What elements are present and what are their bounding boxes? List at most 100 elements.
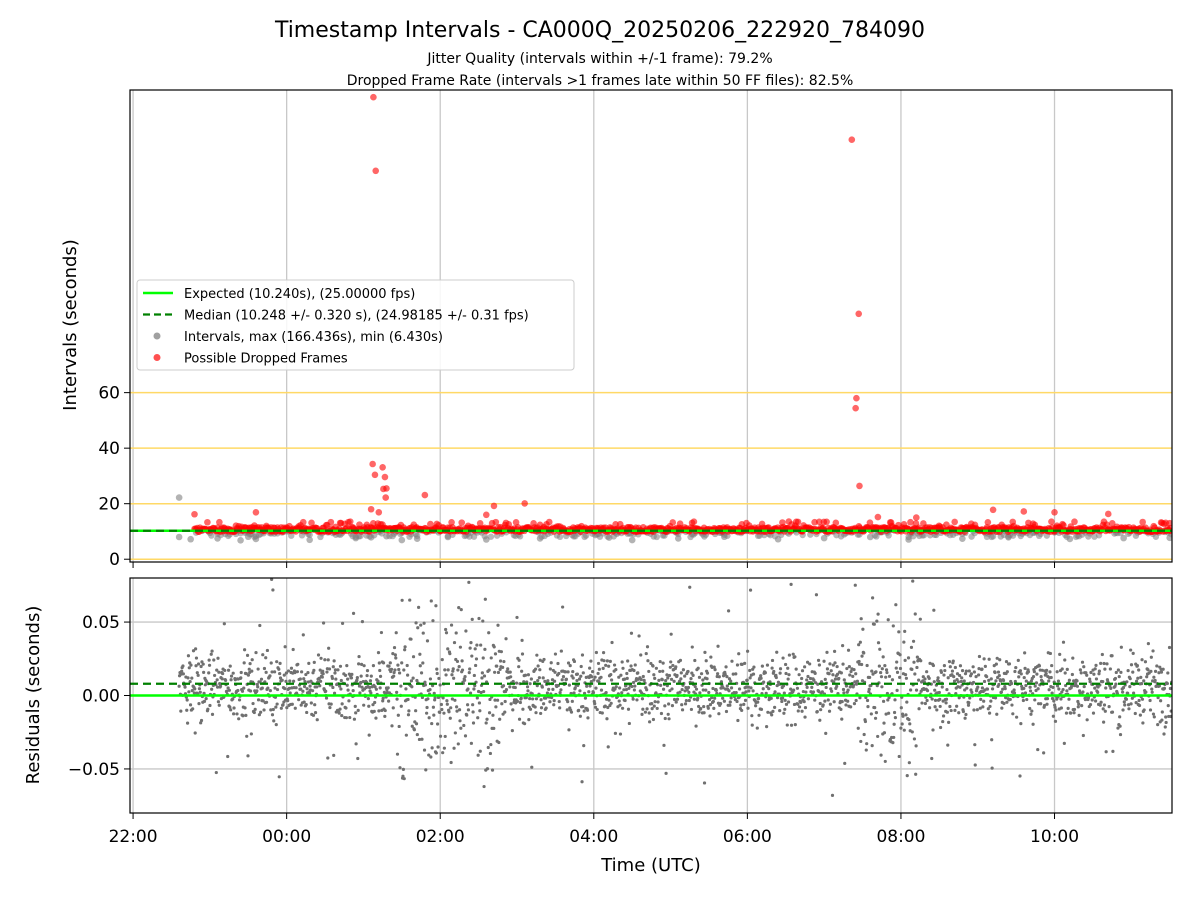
data-point xyxy=(241,714,244,717)
data-point xyxy=(1127,707,1130,710)
data-point xyxy=(521,708,524,711)
data-point xyxy=(330,703,333,706)
data-point xyxy=(1145,675,1148,678)
data-point xyxy=(592,678,595,681)
data-point xyxy=(535,697,538,700)
data-point xyxy=(1047,679,1050,682)
data-point xyxy=(197,702,200,705)
data-point xyxy=(248,662,251,665)
data-point xyxy=(202,663,205,666)
data-point xyxy=(426,697,429,700)
data-point xyxy=(314,711,317,714)
data-point xyxy=(1014,666,1017,669)
data-point xyxy=(737,652,740,655)
data-point xyxy=(553,680,556,683)
data-point xyxy=(911,579,914,582)
data-point xyxy=(193,687,196,690)
data-point xyxy=(1130,663,1133,666)
data-point xyxy=(1165,721,1168,724)
data-point xyxy=(425,706,428,709)
data-point xyxy=(702,705,705,708)
data-point xyxy=(1131,671,1134,674)
data-point xyxy=(589,659,592,662)
data-point xyxy=(705,677,708,680)
data-point xyxy=(1095,677,1098,680)
data-point xyxy=(1129,648,1132,651)
data-point xyxy=(669,666,672,669)
data-point xyxy=(803,700,806,703)
data-point xyxy=(370,94,377,101)
data-point xyxy=(514,686,517,689)
data-point xyxy=(859,641,862,644)
data-point xyxy=(1119,671,1122,674)
data-point xyxy=(238,698,241,701)
data-point xyxy=(248,668,251,671)
data-point xyxy=(556,662,559,665)
data-point xyxy=(189,664,192,667)
data-point xyxy=(698,691,701,694)
data-point xyxy=(825,686,828,689)
data-point xyxy=(892,736,895,739)
data-point xyxy=(1080,704,1083,707)
data-point xyxy=(1028,707,1031,710)
data-point xyxy=(347,699,350,702)
data-point xyxy=(1108,705,1111,708)
data-point xyxy=(223,622,226,625)
data-point xyxy=(653,704,656,707)
data-point xyxy=(605,691,608,694)
data-point xyxy=(232,706,235,709)
data-point xyxy=(697,667,700,670)
data-point xyxy=(1029,689,1032,692)
data-point xyxy=(675,700,678,703)
data-point xyxy=(439,735,442,738)
data-point xyxy=(477,617,480,620)
data-point xyxy=(983,657,986,660)
data-point xyxy=(504,637,507,640)
data-point xyxy=(1023,667,1026,670)
data-point xyxy=(915,689,918,692)
data-point xyxy=(771,659,774,662)
data-point xyxy=(961,669,964,672)
data-point xyxy=(380,631,383,634)
data-point xyxy=(550,661,553,664)
data-point xyxy=(879,671,882,674)
data-point xyxy=(808,662,811,665)
data-point xyxy=(698,676,701,679)
data-point xyxy=(527,718,530,721)
data-point xyxy=(915,666,918,669)
data-point xyxy=(1156,723,1159,726)
data-point xyxy=(671,704,674,707)
data-point xyxy=(266,687,269,690)
data-point xyxy=(292,680,295,683)
data-point xyxy=(841,700,844,703)
data-point xyxy=(398,725,401,728)
data-point xyxy=(633,688,636,691)
data-point xyxy=(435,668,438,671)
data-point xyxy=(609,673,612,676)
data-point xyxy=(930,757,933,760)
data-point xyxy=(1147,642,1150,645)
data-point xyxy=(272,719,275,722)
data-point xyxy=(422,622,425,625)
data-point xyxy=(301,690,304,693)
data-point xyxy=(257,698,260,701)
data-point xyxy=(748,669,751,672)
data-point xyxy=(579,675,582,678)
data-point xyxy=(797,709,800,712)
y-tick-label: 0.00 xyxy=(82,687,120,707)
data-point xyxy=(412,677,415,680)
data-point xyxy=(764,671,767,674)
data-point xyxy=(640,678,643,681)
data-point xyxy=(1022,699,1025,702)
data-point xyxy=(655,667,658,670)
data-point xyxy=(746,707,749,710)
data-point xyxy=(757,697,760,700)
data-point xyxy=(345,716,348,719)
data-point xyxy=(828,672,831,675)
data-point xyxy=(945,688,948,691)
data-point xyxy=(1138,704,1141,707)
data-point xyxy=(356,757,359,760)
data-point xyxy=(863,733,866,736)
data-point xyxy=(801,669,804,672)
